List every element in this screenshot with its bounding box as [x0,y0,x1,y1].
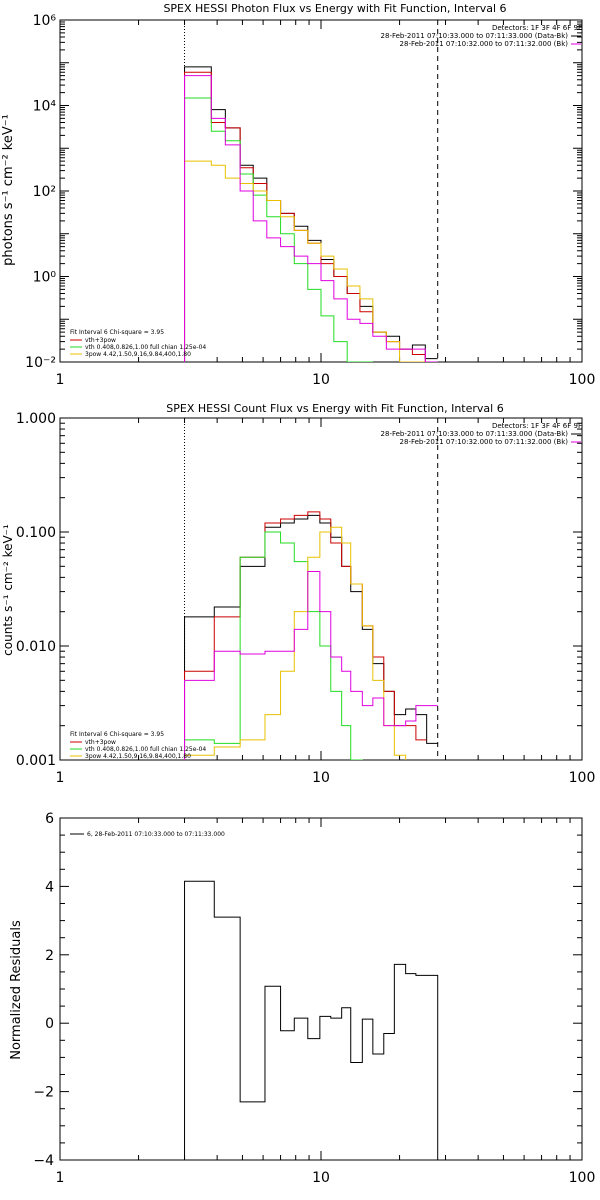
y-tick-label: 2 [45,948,54,964]
series-red-line [184,71,438,362]
count-flux-panel: SPEX HESSI Count Flux vs Energy with Fit… [1,402,595,786]
series-magenta-line [184,75,438,362]
series-yellow-line [184,526,407,760]
legend-total: vth+3pow [85,739,116,746]
photon-flux-legend-lower: Fit Interval 6 Chi-square = 3.95 vth+3po… [70,329,206,358]
series-magenta-line [184,571,438,760]
residuals-series [184,880,439,1160]
legend-bk: 28-Feb-2011 07:10:32.000 to 07:11:32.000… [400,438,569,446]
series-black-line [184,880,439,1160]
legend-vth: vth 0.408,0.826,1.00 full chian 1.25e-04 [85,344,206,351]
y-tick-label: 10⁻² [25,355,56,371]
count-flux-title: SPEX HESSI Count Flux vs Energy with Fit… [166,402,503,415]
y-tick-label: 0.100 [16,525,56,541]
photon-flux-title: SPEX HESSI Photon Flux vs Energy with Fi… [163,2,506,15]
residuals-axes: 1 10 100 −4 −2 0 2 4 6 [33,811,595,1186]
x-tick-label: 1 [56,770,65,786]
legend-bk: 28-Feb-2011 07:10:32.000 to 07:11:32.000… [400,40,569,48]
photon-flux-axes: 1 10 100 10⁻² 10⁰ 10² 10⁴ 10⁶ [25,13,595,388]
x-tick-label: 1 [56,372,65,388]
legend-3pow: 3pow 4.42,1.50,9.16,9.84,400,1.80 [85,753,191,760]
legend-total: vth+3pow [85,337,116,344]
photon-flux-ylabel: photons s⁻¹ cm⁻² keV⁻¹ [1,114,16,266]
residuals-legend: 6, 28-Feb-2011 07:10:33.000 to 07:11:33.… [70,831,225,838]
legend-data-bk: 28-Feb-2011 07:10:33.000 to 07:11:33.000… [381,430,569,438]
plot-frame [59,817,583,1161]
photon-flux-panel: SPEX HESSI Photon Flux vs Energy with Fi… [1,2,595,388]
residuals-ylabel: Normalized Residuals [9,920,24,1060]
legend-detectors: Detectors: 1F 3F 4F 6F 9F [492,422,582,430]
series-red-line [184,511,427,760]
series-black-line [184,66,438,362]
legend-detectors: Detectors: 1F 3F 4F 6F 9F [492,24,582,32]
x-tick-label: 10 [312,1170,330,1186]
count-flux-series [184,418,439,760]
y-tick-label: 0.001 [16,753,56,769]
series-yellow-line [184,160,426,362]
x-tick-label: 100 [569,770,596,786]
y-tick-label: 10² [33,184,56,200]
y-tick-label: −2 [33,1085,54,1101]
y-tick-label: 10⁰ [33,270,57,286]
photon-flux-legend-upper: Detectors: 1F 3F 4F 6F 9F 28-Feb-2011 07… [381,24,582,48]
legend-fit-interval: Fit Interval 6 Chi-square = 3.95 [70,731,164,738]
legend-residual: 6, 28-Feb-2011 07:10:33.000 to 07:11:33.… [87,831,225,838]
legend-data-bk: 28-Feb-2011 07:10:33.000 to 07:11:33.000… [381,32,569,40]
x-tick-label: 1 [56,1170,65,1186]
residuals-panel: Normalized Residuals 1 10 100 −4 −2 0 2 4 6 6, 2… [9,811,595,1186]
photon-flux-series [184,20,439,362]
y-tick-label: 10⁶ [33,13,57,29]
y-tick-label: 4 [45,879,54,895]
series-green-line [184,97,373,362]
legend-vth: vth 0.408,0.826,1.00 full chian 1.25e-04 [85,746,206,753]
plot-frame [59,417,583,761]
x-tick-label: 10 [312,372,330,388]
x-tick-label: 100 [569,372,596,388]
count-flux-ylabel: counts s⁻¹ cm⁻² keV⁻¹ [1,524,15,656]
y-tick-label: 0.010 [16,639,56,655]
count-flux-axes: 1 10 100 0.001 0.010 0.100 1.000 [16,411,595,786]
x-tick-label: 100 [569,1170,596,1186]
x-tick-label: 10 [312,770,330,786]
count-flux-legend-upper: Detectors: 1F 3F 4F 6F 9F 28-Feb-2011 07… [381,422,582,446]
y-tick-label: −4 [33,1153,54,1169]
y-tick-label: 1.000 [16,411,56,427]
y-tick-label: 0 [45,1016,54,1032]
legend-3pow: 3pow 4.42,1.50,9.16,9.84,400,1.80 [85,351,191,358]
legend-fit-interval: Fit Interval 6 Chi-square = 3.95 [70,329,164,336]
y-tick-label: 10⁴ [33,99,57,115]
y-tick-label: 6 [45,811,54,827]
count-flux-legend-lower: Fit Interval 6 Chi-square = 3.95 vth+3po… [70,731,206,760]
